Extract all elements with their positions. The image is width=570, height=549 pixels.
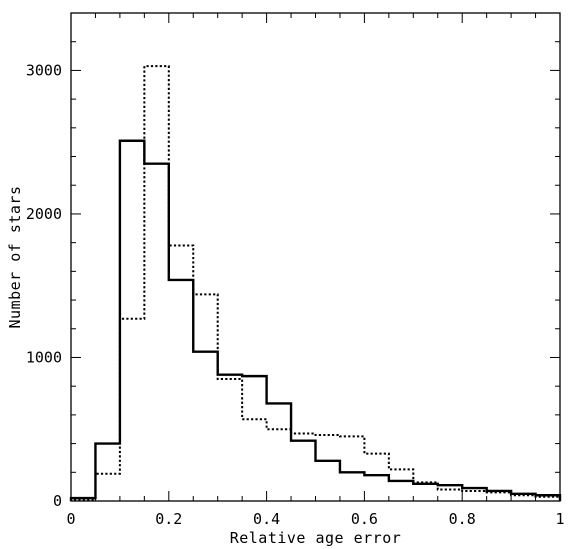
x-tick-label: 0.6 xyxy=(351,510,378,528)
x-tick-label: 0.8 xyxy=(449,510,476,528)
x-axis-label: Relative age error xyxy=(230,529,402,547)
x-tick-label: 0.4 xyxy=(253,510,280,528)
x-tick-label: 0 xyxy=(66,510,75,528)
y-tick-labels: 0 1000 2000 3000 xyxy=(26,61,62,510)
y-tick-label: 1000 xyxy=(26,348,62,366)
y-axis-label: Number of stars xyxy=(6,186,24,329)
plot-frame xyxy=(70,12,561,502)
x-tick-label: 1 xyxy=(555,510,564,528)
y-tick-label: 3000 xyxy=(26,61,62,79)
histogram-series xyxy=(69,65,562,501)
x-tick-label: 0.2 xyxy=(155,510,182,528)
histogram-series-dotted xyxy=(70,65,561,501)
y-tick-label: 0 xyxy=(53,492,62,510)
x-tick-labels: 0 0.2 0.4 0.6 0.8 1 xyxy=(66,510,564,528)
y-tick-label: 2000 xyxy=(26,205,62,223)
